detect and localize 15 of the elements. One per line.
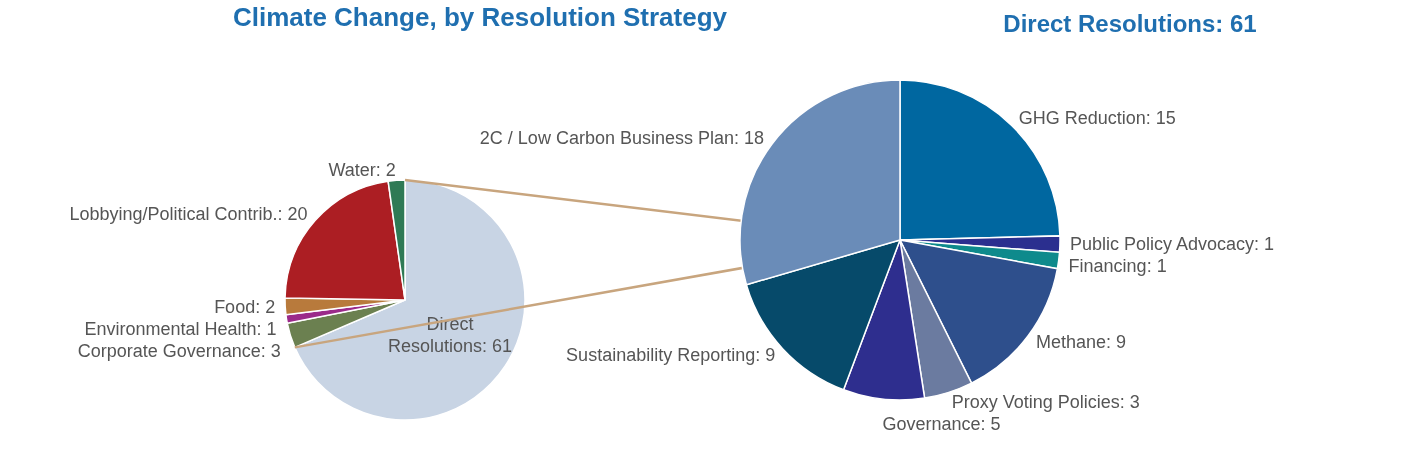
slice-label: Governance: 5	[882, 413, 1001, 434]
slice-label: Lobbying/Political Contrib.: 20	[69, 203, 308, 224]
slice-label: 2C / Low Carbon Business Plan: 18	[479, 127, 765, 148]
chart-title: Climate Change, by Resolution Strategy	[232, 2, 728, 32]
slice-label: Environmental Health: 1	[84, 318, 277, 339]
slice-label: Food: 2	[214, 296, 276, 317]
slice-label: GHG Reduction: 15	[1018, 108, 1176, 129]
slice-label: Sustainability Reporting: 9	[566, 345, 776, 366]
chart-title: Direct Resolutions: 61	[1003, 10, 1257, 37]
slice-label: Water: 2	[328, 160, 396, 181]
slice-label: Corporate Governance: 3	[77, 340, 281, 361]
slice-label: Methane: 9	[1035, 332, 1127, 353]
slice-label: Proxy Voting Policies: 3	[951, 391, 1140, 412]
slice-label: Financing: 1	[1068, 256, 1167, 277]
slice-label: Public Policy Advocacy: 1	[1069, 234, 1275, 255]
